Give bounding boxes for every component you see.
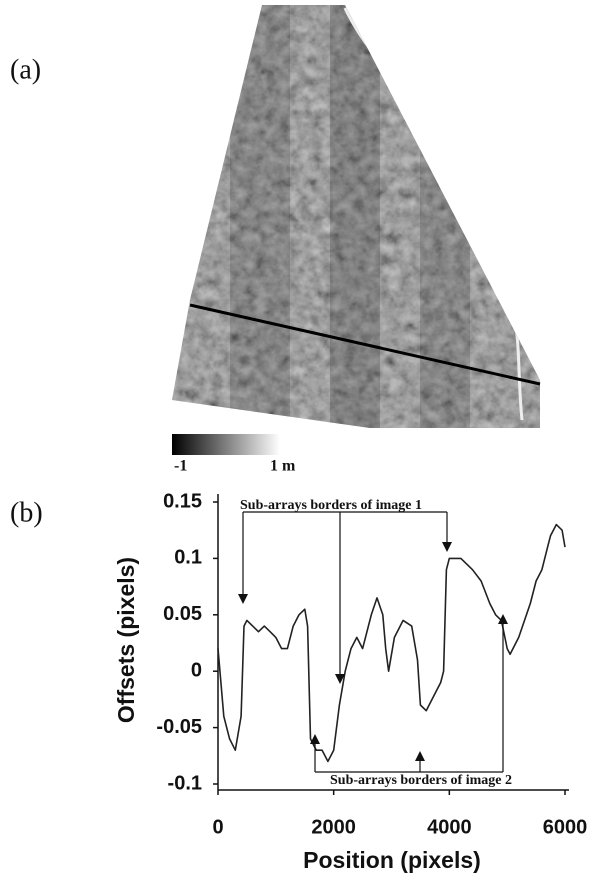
x-tick-label: 6000: [543, 816, 588, 838]
panel-label: (a): [10, 54, 41, 85]
y-tick-label: -0.1: [168, 772, 202, 794]
y-tick-label: 0.05: [163, 603, 202, 625]
colorbar: [172, 434, 280, 455]
y-axis-label: Offsets (pixels): [113, 557, 139, 723]
x-tick-label: 4000: [427, 816, 472, 838]
panel-label: (b): [10, 497, 43, 528]
profile-line: [189, 303, 541, 386]
y-tick-label: -0.05: [156, 716, 202, 738]
plot-area: 0.15 0.1 0.05 0 -0.05 -0.1 0 2000 4000 6000: [156, 490, 587, 838]
colorbar-min: -1: [174, 458, 187, 475]
annotation-brackets: [238, 511, 508, 773]
data-line: [217, 523, 566, 763]
map-image: [172, 5, 540, 428]
annotation: Sub-arrays borders of image 2: [330, 773, 512, 788]
y-tick-label: 0.15: [163, 490, 202, 512]
y-tick-label: 0.1: [174, 547, 202, 569]
y-tick-label: 0: [191, 659, 202, 681]
colorbar-max: 1 m: [270, 458, 296, 475]
x-axis-label: Position (pixels): [303, 847, 481, 873]
annotation: Sub-arrays borders of image 1: [240, 498, 422, 513]
x-tick-label: 0: [212, 816, 223, 838]
x-tick-label: 2000: [311, 816, 356, 838]
